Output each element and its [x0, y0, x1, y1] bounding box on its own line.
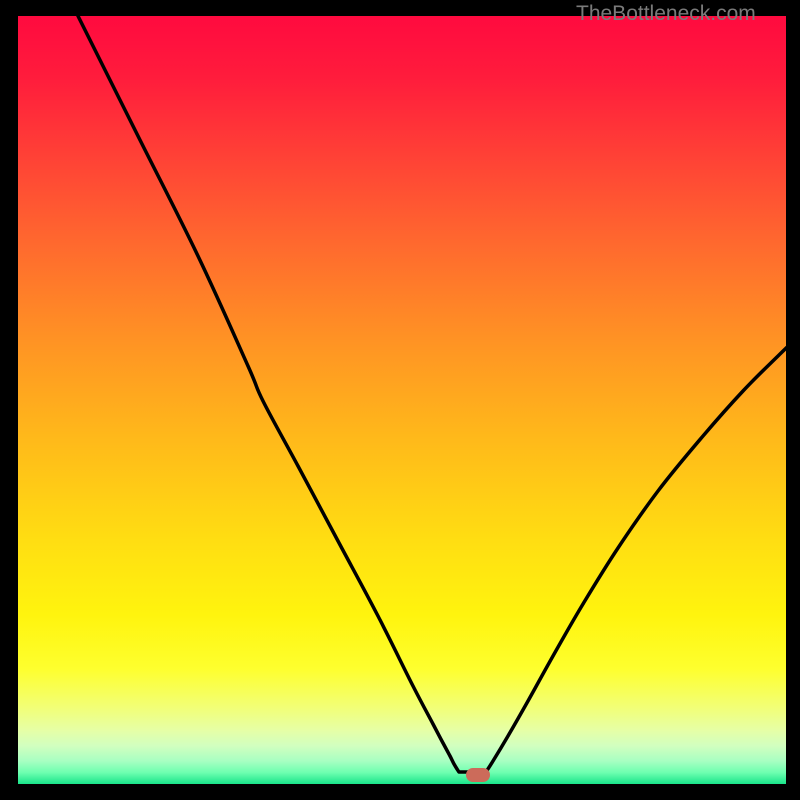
watermark-text: TheBottleneck.com [576, 2, 756, 26]
bottleneck-chart: TheBottleneck.com [0, 0, 800, 800]
optimal-point-marker [466, 768, 490, 782]
plot-area [18, 16, 786, 784]
bottleneck-curve [78, 16, 786, 772]
curve-layer [18, 16, 786, 784]
